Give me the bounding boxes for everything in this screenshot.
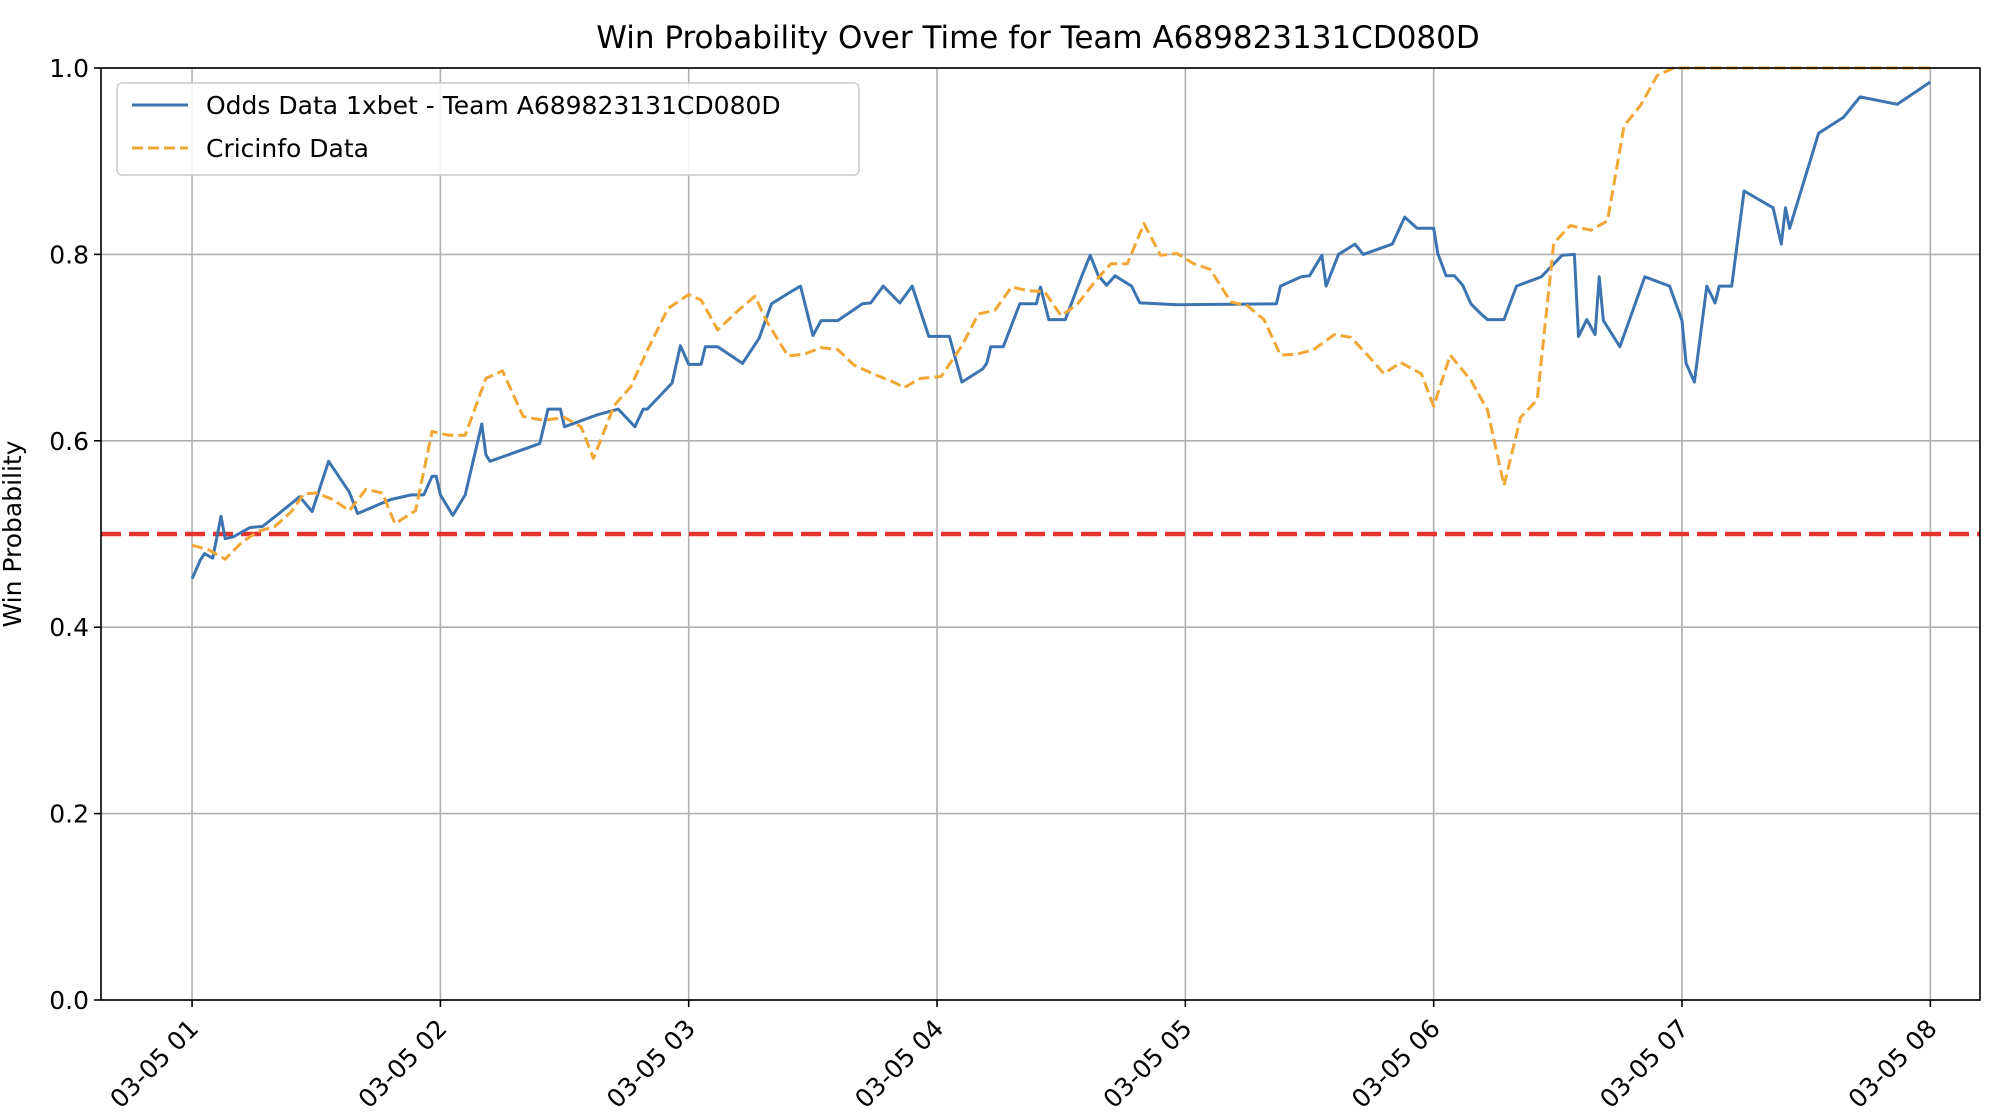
- legend-box: [116, 82, 860, 176]
- legend-label-cricinfo: Cricinfo Data: [206, 134, 369, 163]
- y-tick-label: 0.2: [49, 800, 89, 829]
- y-tick-label: 0.8: [49, 240, 89, 269]
- y-tick-label: 1.0: [49, 54, 89, 83]
- series-line-odds: [190, 80, 1932, 580]
- chart-title: Win Probability Over Time for Team A6898…: [596, 20, 1480, 56]
- y-tick-label: 0.6: [49, 427, 89, 456]
- series-lines: [190, 66, 1932, 580]
- y-tick-label: 0.0: [49, 986, 89, 1015]
- y-axis-title: Win Probability: [0, 440, 27, 627]
- plot-frame: [100, 67, 1981, 1001]
- series-line-cricinfo: [191, 66, 1931, 561]
- grid-lines: [101, 67, 1980, 1001]
- y-tick-label: 0.4: [49, 613, 89, 642]
- legend: Odds Data 1xbet - Team A689823131CD080D …: [116, 82, 860, 176]
- y-axis: 0.0 0.2 0.4 0.6 0.8 1.0: [49, 54, 101, 1015]
- legend-label-odds: Odds Data 1xbet - Team A689823131CD080D: [206, 91, 781, 120]
